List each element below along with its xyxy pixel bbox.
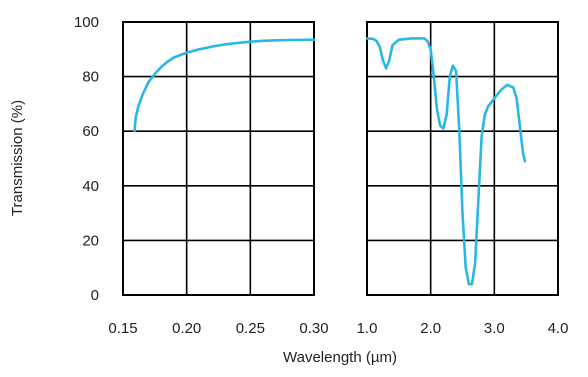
x-tick-label: 1.0 — [357, 320, 378, 337]
x-tick-label: 0.20 — [172, 320, 201, 337]
x-tick-label: 0.30 — [299, 320, 328, 337]
y-tick-label: 100 — [74, 14, 99, 31]
transmission-curve-2 — [365, 37, 527, 286]
panel-2 — [365, 21, 559, 296]
x-axis-title: Wavelength (µm) — [283, 349, 397, 366]
x-tick-label: 3.0 — [484, 320, 505, 337]
plot-panels — [122, 21, 559, 296]
x-tick-label: 0.25 — [236, 320, 265, 337]
x-tick-label: 4.0 — [548, 320, 569, 337]
y-tick-label: 20 — [82, 232, 99, 249]
panel-1 — [122, 21, 316, 296]
y-axis-title: Transmission (%) — [9, 100, 26, 216]
x-tick-label: 0.15 — [108, 320, 137, 337]
y-tick-label: 60 — [82, 123, 99, 140]
x-tick-labels: 0.15 0.20 0.25 0.30 1.0 2.0 3.0 4.0 — [108, 320, 568, 337]
x-tick-label: 2.0 — [420, 320, 441, 337]
panel-frame — [122, 21, 315, 296]
y-tick-labels: 0 20 40 60 80 100 — [74, 14, 99, 304]
y-tick-label: 40 — [82, 178, 99, 195]
panel-frame — [366, 21, 559, 296]
y-tick-label: 0 — [91, 287, 99, 304]
y-tick-label: 80 — [82, 69, 99, 86]
transmission-curve-1 — [133, 38, 316, 133]
